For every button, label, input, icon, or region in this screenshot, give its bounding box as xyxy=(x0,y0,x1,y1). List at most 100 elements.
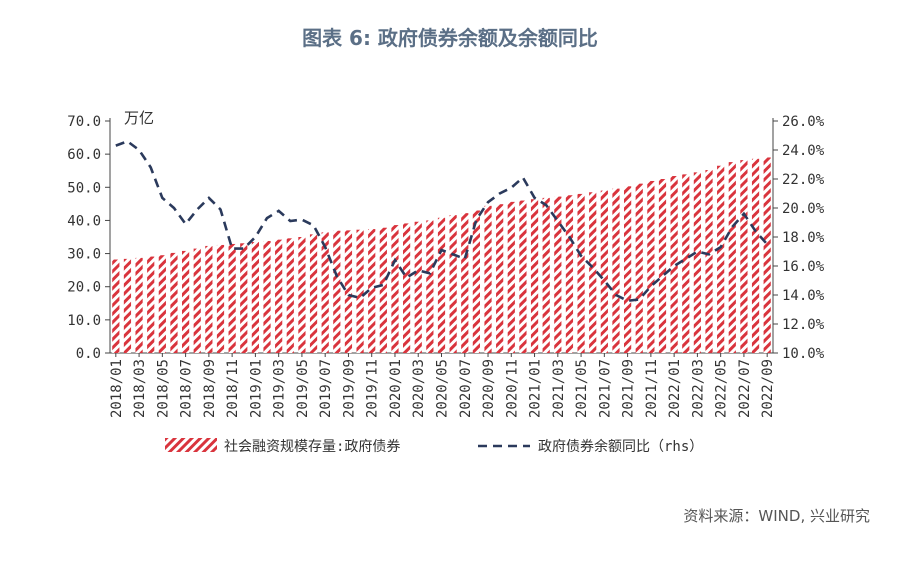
bar xyxy=(123,258,132,353)
bar xyxy=(728,162,736,353)
bar xyxy=(461,213,469,353)
bar xyxy=(565,195,574,353)
x-tick-label: 2018/09 xyxy=(202,359,218,418)
x-tick-label: 2021/03 xyxy=(551,359,567,418)
chart: 70.0 60.0 50.0 40.0 30.0 20.0 10.0 0.0 26.0% 24.0… xyxy=(67,109,825,455)
bar xyxy=(251,241,260,353)
left-tick-label: 20.0 xyxy=(67,280,101,296)
bar xyxy=(263,240,271,353)
bar xyxy=(647,180,655,353)
left-tick-label: 30.0 xyxy=(67,247,101,263)
bar xyxy=(391,225,399,353)
bar xyxy=(426,220,434,353)
bar xyxy=(554,196,562,353)
x-tick-label: 2019/11 xyxy=(365,359,381,418)
x-tick-label: 2019/07 xyxy=(318,359,334,418)
bar xyxy=(612,188,620,353)
right-tick-label: 16.0% xyxy=(782,259,825,275)
left-tick-label: 60.0 xyxy=(67,147,101,163)
x-tick-label: 2022/03 xyxy=(690,359,706,418)
x-tick-label: 2022/01 xyxy=(667,359,683,418)
bar xyxy=(740,160,748,353)
left-tick-label: 0.0 xyxy=(76,346,101,362)
yoy-line xyxy=(115,139,769,303)
right-tick-label: 10.0% xyxy=(782,346,825,362)
bar xyxy=(135,257,143,353)
bar xyxy=(414,221,422,353)
bar xyxy=(286,238,294,353)
right-tick-label: 22.0% xyxy=(782,172,825,188)
right-tick-label: 26.0% xyxy=(782,114,825,130)
legend-bar-label: 社会融资规模存量:政府债券 xyxy=(224,439,400,455)
x-tick-label: 2018/03 xyxy=(132,359,148,418)
right-tick-label: 20.0% xyxy=(782,201,825,217)
bar xyxy=(484,205,492,353)
x-tick-label: 2021/01 xyxy=(528,359,544,418)
x-tick-label: 2018/11 xyxy=(225,359,241,418)
x-tick-label: 2018/07 xyxy=(179,359,195,418)
x-tick-label: 2021/07 xyxy=(597,359,613,418)
bar xyxy=(368,229,376,353)
bar xyxy=(205,245,213,353)
x-tick-label: 2021/09 xyxy=(621,359,637,418)
left-tick-label: 70.0 xyxy=(67,114,101,130)
x-tick-label: 2019/09 xyxy=(341,359,357,418)
bar xyxy=(309,234,318,353)
bar xyxy=(507,201,515,353)
bar xyxy=(717,165,725,353)
legend-line-label: 政府债券余额同比（rhs） xyxy=(538,438,703,455)
bar xyxy=(658,179,667,353)
bar xyxy=(496,204,504,353)
right-tick-label: 24.0% xyxy=(782,143,825,159)
bar xyxy=(623,186,632,353)
bar xyxy=(589,192,597,353)
right-tick-label: 18.0% xyxy=(782,230,825,246)
x-tick-label: 2019/05 xyxy=(295,359,311,418)
bar xyxy=(449,215,457,353)
source-note: 资料来源：WIND, 兴业研究 xyxy=(683,507,870,525)
bar xyxy=(402,223,411,353)
bar xyxy=(542,197,550,353)
x-tick-label: 2020/05 xyxy=(435,359,451,418)
x-tick-label: 2022/09 xyxy=(760,359,776,418)
x-tick-label: 2019/01 xyxy=(248,359,264,418)
bar xyxy=(240,243,248,353)
x-tick-label: 2020/01 xyxy=(388,359,404,418)
x-tick-label: 2018/01 xyxy=(109,359,125,418)
bar xyxy=(193,248,201,353)
bar xyxy=(530,199,539,353)
bar xyxy=(333,230,341,353)
left-tick-label: 10.0 xyxy=(67,313,101,329)
bar xyxy=(181,250,190,353)
x-tick-label: 2020/11 xyxy=(504,359,520,418)
bar xyxy=(228,243,236,353)
bar xyxy=(693,172,702,353)
x-tick-label: 2021/05 xyxy=(574,359,590,418)
bar xyxy=(147,256,155,353)
x-tick-label: 2020/03 xyxy=(411,359,427,418)
bar xyxy=(635,183,643,353)
legend-bar-swatch xyxy=(165,438,217,452)
bar xyxy=(751,158,760,353)
x-tick-label: 2018/05 xyxy=(155,359,171,418)
bar xyxy=(472,210,481,353)
bar xyxy=(216,244,225,353)
left-tick-label: 40.0 xyxy=(67,213,101,229)
x-tick-label: 2020/09 xyxy=(481,359,497,418)
x-tick-label: 2019/03 xyxy=(272,359,288,418)
bar xyxy=(275,239,283,353)
x-tick-label: 2022/05 xyxy=(714,359,730,418)
chart-title: 图表 6: 政府债券余额及余额同比 xyxy=(302,26,598,50)
bar xyxy=(705,170,713,353)
bar xyxy=(763,157,771,353)
bar xyxy=(170,252,178,353)
right-tick-label: 14.0% xyxy=(782,288,825,304)
left-tick-label: 50.0 xyxy=(67,180,101,196)
bar xyxy=(670,176,678,353)
x-tick-label: 2022/07 xyxy=(737,359,753,418)
bar xyxy=(298,237,306,353)
bar xyxy=(600,190,608,353)
bar xyxy=(321,232,329,353)
bar xyxy=(519,200,527,353)
bar xyxy=(437,217,446,353)
